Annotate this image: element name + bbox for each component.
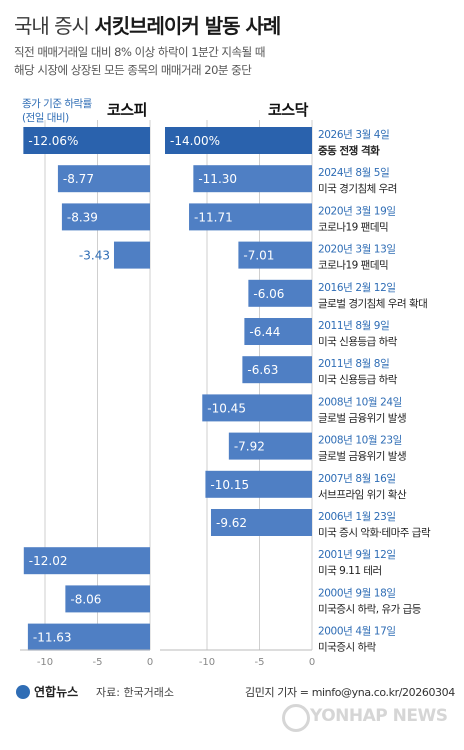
event-description: 미국 9.11 테러	[318, 565, 382, 577]
event-description: 미국증시 하락, 유가 급등	[318, 602, 422, 615]
kosdaq-bar	[202, 394, 312, 422]
legend-note: 종가 기준 하락률 (전일 대비)	[22, 97, 92, 125]
x-tick-label: -10	[199, 657, 215, 668]
yonhap-logo-text: 연합뉴스	[34, 685, 79, 699]
kospi-value-label: -11.63	[33, 631, 72, 645]
event-description: 코로나19 팬데믹	[318, 221, 388, 233]
event-date: 2008년 10월 24일	[318, 395, 402, 408]
x-tick-label: -5	[255, 657, 265, 668]
kosdaq-bar	[228, 432, 312, 460]
kospi-bar	[57, 165, 150, 193]
kospi-value-label: -8.77	[63, 172, 94, 186]
x-tick-label: 0	[147, 657, 153, 668]
kospi-value-label: -12.06%	[28, 134, 78, 148]
event-date: 2011년 8월 9일	[318, 319, 389, 332]
event-description: 글로벌 경기침체 우려 확대	[318, 297, 427, 310]
event-description: 미국 신용등급 하락	[318, 335, 398, 348]
event-date: 2008년 10월 23일	[318, 434, 402, 447]
event-date: 2024년 8월 5일	[318, 166, 389, 179]
kosdaq-value-label: -6.63	[247, 363, 278, 377]
event-date: 2016년 2월 12일	[318, 281, 396, 294]
kospi-bar	[27, 623, 150, 651]
chart-title: 국내 증시 서킷브레이커 발동 사례	[14, 10, 281, 39]
kosdaq-bar	[210, 509, 312, 536]
kosdaq-bar	[205, 470, 312, 498]
kosdaq-bar	[238, 241, 312, 269]
kospi-value-label: -8.39	[67, 210, 98, 224]
kospi-bar	[23, 127, 150, 154]
kosdaq-value-label: -11.30	[198, 172, 237, 186]
subtitle-line-1: 직전 매매거래일 대비 8% 이상 하락이 1분간 지속될 때	[14, 45, 265, 59]
kosdaq-bar	[248, 279, 312, 307]
kosdaq-value-label: -9.62	[216, 516, 247, 530]
kosdaq-value-label: -6.06	[253, 287, 284, 301]
kospi-bar	[113, 241, 150, 269]
legend-note-line-2: (전일 대비)	[22, 112, 69, 124]
event-date: 2020년 3월 13일	[318, 243, 396, 256]
x-tick-label: -10	[37, 657, 53, 668]
event-description: 코로나19 팬데믹	[318, 260, 388, 272]
kosdaq-bar	[189, 203, 312, 231]
subtitle-line-2: 해당 시장에 상장된 모든 종목의 매매거래 20분 중단	[14, 63, 252, 77]
kosdaq-bar	[165, 127, 312, 154]
event-description: 미국증시 하락	[318, 641, 377, 654]
event-description: 미국 신용등급 하락	[318, 373, 398, 386]
event-date: 2001년 9월 12일	[318, 548, 396, 561]
kospi-value-label: -12.02	[29, 554, 68, 568]
kosdaq-value-label: -7.92	[234, 440, 265, 454]
watermark-icon	[282, 704, 310, 732]
kosdaq-value-label: -14.00%	[170, 134, 220, 148]
event-date: 2020년 3월 19일	[318, 204, 396, 217]
credit-note: 김민지 기자 = minfo@yna.co.kr/20260304	[245, 686, 455, 699]
yonhap-logo: 연합뉴스	[16, 683, 78, 700]
event-description: 미국 경기침체 우려	[318, 182, 397, 195]
watermark: YONHAP NEWS	[310, 706, 448, 726]
kosdaq-value-label: -7.01	[243, 249, 274, 263]
event-date: 2011년 8월 8일	[318, 357, 389, 370]
kosdaq-bar	[242, 356, 312, 384]
event-description: 미국 증시 악화·테마주 급락	[318, 527, 431, 539]
kosdaq-bar	[244, 318, 312, 345]
event-description: 글로벌 금융위기 발생	[318, 411, 406, 424]
event-date: 2000년 9월 18일	[318, 586, 396, 599]
event-description: 글로벌 금융위기 발생	[318, 450, 406, 463]
event-date: 2026년 3월 4일	[318, 128, 389, 141]
kosdaq-bar	[193, 165, 312, 193]
legend-note-line-1: 종가 기준 하락률	[22, 98, 92, 110]
kosdaq-value-label: -11.71	[194, 210, 233, 224]
panel-label-kosdaq: 코스닥	[268, 101, 308, 119]
event-description: 서브프라임 위기 확산	[318, 488, 407, 501]
event-date: 2006년 1월 23일	[318, 510, 396, 523]
kospi-bar	[65, 585, 150, 613]
kospi-bar	[61, 203, 150, 231]
x-tick-label: -5	[93, 657, 103, 668]
x-tick-label: 0	[309, 657, 315, 668]
title-bold: 서킷브레이커 발동 사례	[94, 14, 281, 38]
kospi-value-label: -3.43	[79, 249, 110, 263]
kosdaq-value-label: -10.45	[207, 401, 246, 415]
kospi-bar	[23, 547, 150, 575]
source-note: 자료: 한국거래소	[96, 686, 175, 699]
panel-label-kospi: 코스피	[107, 101, 147, 119]
event-date: 2000년 4월 17일	[318, 625, 396, 638]
event-date: 2007년 8월 16일	[318, 472, 396, 485]
kospi-value-label: -8.06	[70, 592, 101, 606]
kosdaq-value-label: -6.44	[249, 325, 280, 339]
event-description: 중동 전쟁 격화	[318, 144, 380, 157]
title-light: 국내 증시	[14, 14, 90, 38]
yonhap-logo-icon	[16, 684, 30, 699]
kosdaq-value-label: -10.15	[210, 478, 249, 492]
